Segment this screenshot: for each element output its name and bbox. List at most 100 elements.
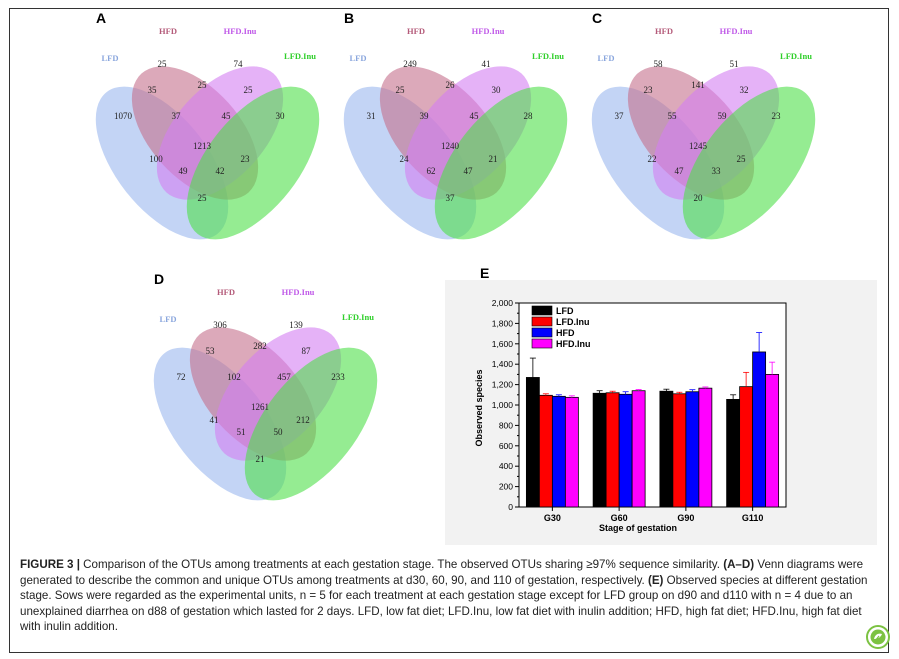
venn-count-hfd-lfdinu: 21 xyxy=(489,154,498,164)
venn-count-lfd-hfdinu: 100 xyxy=(149,154,163,164)
venn-panel-a: A LFD HFD HFD.Inu LFD.Inu 1070 25 74 30 35 25 25 100… xyxy=(95,10,320,240)
legend-label-lfd-inu: LFD.Inu xyxy=(556,317,590,327)
venn-count-hfd-only: 25 xyxy=(158,59,168,69)
caption-ref-ad: (A–D) xyxy=(723,558,755,571)
legend-label-hfd: HFD xyxy=(556,328,575,338)
venn-count-hfd-hfdinu-lfdinu: 59 xyxy=(718,111,728,121)
venn-count-hfd-hfdinu: 141 xyxy=(691,80,705,90)
venn-count-lfd-hfd: 25 xyxy=(396,85,406,95)
venn-count-hfdinu-only: 74 xyxy=(234,59,244,69)
x-tick-label-g30: G30 xyxy=(544,513,561,523)
venn-count-hfd-hfdinu: 25 xyxy=(198,80,208,90)
caption-text-3: Observed species at different gestation … xyxy=(20,573,868,634)
bar-lfd-inu-g60 xyxy=(605,392,620,508)
venn-count-lfd-hfdinu-lfdinu: 62 xyxy=(427,166,436,176)
venn-count-lfdinu-only: 30 xyxy=(276,111,286,121)
venn-set-label-lfd: LFD xyxy=(160,314,177,324)
panel-label-e: E xyxy=(480,265,489,281)
venn-count-lfdinu-only: 233 xyxy=(331,372,345,382)
venn-panel-b: B LFD HFD HFD.Inu LFD.Inu 31 249 41 28 25 26 30 24 21… xyxy=(343,10,568,240)
venn-set-label-hfd-inu: HFD.Inu xyxy=(472,26,505,36)
y-axis-label: Observed species xyxy=(474,369,484,446)
venn-count-lfd-hfd: 35 xyxy=(148,85,158,95)
venn-count-hfdinu-lfdinu: 32 xyxy=(740,85,749,95)
venn-count-lfd-hfd-lfdinu: 42 xyxy=(216,166,225,176)
y-tick-label: 400 xyxy=(499,461,513,471)
venn-count-lfd-lfdinu: 37 xyxy=(446,193,456,203)
panel-label-b: B xyxy=(344,10,354,26)
legend-swatch-hfd xyxy=(531,327,553,338)
venn-count-lfd-hfd-lfdinu: 47 xyxy=(464,166,474,176)
bar-hfd-g60 xyxy=(618,393,633,508)
venn-set-label-hfd: HFD xyxy=(655,26,673,36)
venn-count-lfd-hfdinu: 41 xyxy=(210,415,219,425)
bar-hfd-inu-g90 xyxy=(698,387,713,508)
caption-text-2: Venn diagrams were generated to describe… xyxy=(20,558,864,587)
venn-set-label-lfd: LFD xyxy=(350,53,367,63)
y-tick-label: 1,000 xyxy=(492,400,514,410)
panel-label-a: A xyxy=(96,10,106,26)
panel-label-d: D xyxy=(154,271,164,287)
venn-count-hfd-only: 306 xyxy=(213,320,227,330)
bar-lfd-inu-g110 xyxy=(739,386,754,508)
venn-count-lfd-hfd-lfdinu: 50 xyxy=(274,427,284,437)
legend-swatch-lfd-inu xyxy=(531,316,553,327)
venn-count-hfd-only: 249 xyxy=(403,59,417,69)
venn-count-lfd-hfd-hfdinu: 102 xyxy=(227,372,241,382)
venn-count-lfd-hfd: 53 xyxy=(206,346,216,356)
venn-set-label-hfd: HFD xyxy=(407,26,425,36)
legend-label-lfd: LFD xyxy=(556,306,574,316)
x-tick-label-g60: G60 xyxy=(611,513,628,523)
venn-count-lfd-lfdinu: 25 xyxy=(198,193,208,203)
bar-lfd-inu-g30 xyxy=(538,394,553,508)
venn-count-lfd-hfd-hfdinu: 37 xyxy=(172,111,182,121)
venn-count-all: 1245 xyxy=(689,141,708,151)
venn-set-label-lfd-inu: LFD.Inu xyxy=(342,312,374,322)
venn-count-lfd-only: 31 xyxy=(367,111,376,121)
open-access-badge-icon xyxy=(866,625,890,649)
legend-swatch-hfd-inu xyxy=(531,338,553,349)
venn-count-lfd-hfdinu-lfdinu: 51 xyxy=(237,427,246,437)
venn-count-hfdinu-only: 51 xyxy=(730,59,739,69)
legend-swatch-lfd xyxy=(531,305,553,316)
legend-label-hfd-inu: HFD.Inu xyxy=(556,339,591,349)
venn-count-hfd-lfdinu: 25 xyxy=(737,154,747,164)
y-tick-label: 800 xyxy=(499,420,513,430)
y-tick-label: 0 xyxy=(508,502,513,512)
venn-count-lfd-hfdinu-lfdinu: 49 xyxy=(179,166,189,176)
venn-set-lfd-inu xyxy=(434,86,568,240)
venn-set-label-lfd-inu: LFD.Inu xyxy=(532,51,564,61)
venn-set-lfd-inu xyxy=(244,347,378,501)
bar-hfd-inu-g60 xyxy=(631,390,646,508)
venn-count-hfd-hfdinu-lfdinu: 457 xyxy=(277,372,291,382)
venn-count-hfdinu-lfdinu: 25 xyxy=(244,85,254,95)
figure-caption: FIGURE 3 | Comparison of the OTUs among … xyxy=(20,557,880,635)
venn-set-lfd-inu xyxy=(682,86,816,240)
bar-hfd-inu-g30 xyxy=(564,396,579,508)
venn-count-all: 1261 xyxy=(251,402,269,412)
bar-chart-panel-e: E 0 200 400 600 800 1,000 1,200 1,400 1,600 1,800… xyxy=(445,265,877,545)
caption-lead: FIGURE 3 | xyxy=(20,558,84,571)
y-tick-label: 2,000 xyxy=(492,298,514,308)
venn-count-hfdinu-only: 41 xyxy=(482,59,491,69)
bar-lfd-inu-g90 xyxy=(672,393,687,508)
venn-set-label-hfd-inu: HFD.Inu xyxy=(282,287,315,297)
bar-lfd-g110 xyxy=(726,398,741,508)
y-tick-label: 1,400 xyxy=(492,359,514,369)
venn-count-lfd-hfd: 23 xyxy=(644,85,654,95)
y-tick-label: 1,200 xyxy=(492,380,514,390)
bar-hfd-g90 xyxy=(685,391,700,508)
venn-count-hfd-hfdinu-lfdinu: 45 xyxy=(470,111,480,121)
x-tick-label-g90: G90 xyxy=(677,513,694,523)
venn-set-label-lfd: LFD xyxy=(598,53,615,63)
venn-set-label-lfd-inu: LFD.Inu xyxy=(780,51,812,61)
venn-count-lfd-only: 1070 xyxy=(114,111,133,121)
venn-count-hfdinu-only: 139 xyxy=(289,320,303,330)
y-tick-label: 1,800 xyxy=(492,318,514,328)
venn-count-hfd-lfdinu: 212 xyxy=(296,415,310,425)
venn-set-lfd-inu xyxy=(186,86,320,240)
venn-panel-c: C LFD HFD HFD.Inu LFD.Inu 37 58 51 23 23 141 32 22 25… xyxy=(591,10,816,240)
y-tick-label: 600 xyxy=(499,441,513,451)
